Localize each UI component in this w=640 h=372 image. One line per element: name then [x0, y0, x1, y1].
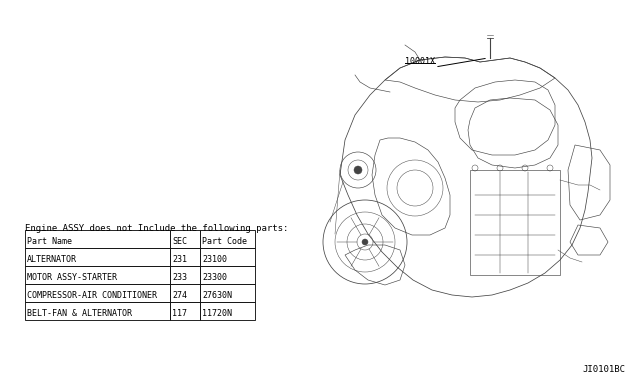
- Bar: [200, 266, 255, 284]
- Text: BELT-FAN & ALTERNATOR: BELT-FAN & ALTERNATOR: [27, 309, 132, 318]
- Text: 11720N: 11720N: [202, 309, 232, 318]
- Circle shape: [362, 239, 368, 245]
- Text: MOTOR ASSY-STARTER: MOTOR ASSY-STARTER: [27, 273, 117, 282]
- Bar: [25, 284, 170, 302]
- Text: Part Name: Part Name: [27, 237, 72, 246]
- Bar: [170, 284, 200, 302]
- Bar: [170, 230, 200, 248]
- Text: SEC: SEC: [172, 237, 187, 246]
- Text: 27630N: 27630N: [202, 291, 232, 300]
- Bar: [170, 248, 200, 266]
- Text: 117: 117: [172, 309, 187, 318]
- Text: JI0101BC: JI0101BC: [582, 365, 625, 372]
- Bar: [170, 302, 200, 320]
- Text: 23300: 23300: [202, 273, 227, 282]
- Text: 233: 233: [172, 273, 187, 282]
- Text: COMPRESSOR-AIR CONDITIONER: COMPRESSOR-AIR CONDITIONER: [27, 291, 157, 300]
- Bar: [200, 302, 255, 320]
- Bar: [25, 302, 170, 320]
- Bar: [25, 230, 170, 248]
- Text: 231: 231: [172, 255, 187, 264]
- Text: ALTERNATOR: ALTERNATOR: [27, 255, 77, 264]
- Text: Part Code: Part Code: [202, 237, 247, 246]
- Text: 23100: 23100: [202, 255, 227, 264]
- Text: 10001X: 10001X: [405, 57, 435, 66]
- Text: 274: 274: [172, 291, 187, 300]
- Circle shape: [354, 166, 362, 174]
- Bar: [170, 266, 200, 284]
- Text: Engine ASSY does not Include the following parts:: Engine ASSY does not Include the followi…: [25, 224, 289, 233]
- Bar: [200, 248, 255, 266]
- Bar: [200, 230, 255, 248]
- Bar: [200, 284, 255, 302]
- Bar: [25, 266, 170, 284]
- Bar: [25, 248, 170, 266]
